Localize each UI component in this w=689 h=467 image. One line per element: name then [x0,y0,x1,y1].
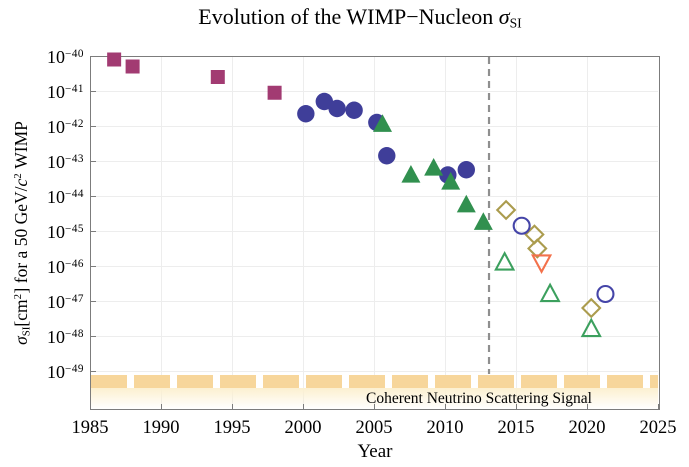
h-gridline [91,371,658,372]
x-tick-mark [160,404,162,409]
h-gridline [91,301,658,302]
h-gridline [91,161,658,162]
x-tick-mark [89,404,91,409]
x-tick-label: 2025 [639,418,677,438]
y-tick-label: 10−47 [47,292,84,313]
x-tick-mark [586,404,588,409]
x-tick-mark [515,404,517,409]
v-gridline [303,57,304,409]
y-tick-mark [91,335,96,337]
y-tick-label: 10−44 [47,187,84,208]
y-tick-mark [91,265,96,267]
h-gridline [91,336,658,337]
v-gridline [587,57,588,409]
plot-frame [90,56,660,410]
h-gridline [91,91,658,92]
x-tick-label: 1985 [71,418,109,438]
neutrino-band-fade [91,388,658,409]
y-tick-label: 10−46 [47,257,84,278]
x-tick-mark [657,404,659,409]
neutrino-band-label: Coherent Neutrino Scattering Signal [366,390,592,407]
x-axis-label: Year [357,441,393,462]
y-tick-label: 10−42 [47,117,84,138]
v-gridline [445,57,446,409]
y-tick-mark [91,230,96,232]
x-tick-label: 2020 [568,418,606,438]
y-tick-mark [91,55,96,57]
neutrino-band [91,375,658,388]
x-tick-label: 2000 [284,418,322,438]
x-tick-mark [302,404,304,409]
h-gridline [91,196,658,197]
sigma-symbol: σ [498,4,510,29]
x-tick-label: 2005 [355,418,393,438]
x-tick-mark [373,404,375,409]
y-tick-mark [91,370,96,372]
h-gridline [91,266,658,267]
y-tick-label: 10−40 [47,47,84,68]
sigma-subscript: SI [509,15,522,31]
x-tick-label: 1995 [213,418,251,438]
chart-title-text: Evolution of the WIMP−Nucleon [198,4,499,29]
y-tick-label: 10−43 [47,152,84,173]
x-tick-label: 2015 [497,418,535,438]
x-tick-mark [444,404,446,409]
x-tick-label: 1990 [142,418,180,438]
y-tick-label: 10−45 [47,222,84,243]
y-tick-mark [91,125,96,127]
h-gridline [91,231,658,232]
y-tick-mark [91,160,96,162]
v-gridline [374,57,375,409]
y-tick-mark [91,300,96,302]
x-tick-label: 2010 [426,418,464,438]
x-tick-mark [231,404,233,409]
v-gridline [161,57,162,409]
y-tick-label: 10−41 [47,82,84,103]
y-tick-label: 10−49 [47,362,84,383]
chart-title: Evolution of the WIMP−Nucleon σSI [60,4,660,31]
y-tick-mark [91,90,96,92]
y-tick-label: 10−48 [47,327,84,348]
y-tick-mark [91,195,96,197]
v-gridline [232,57,233,409]
